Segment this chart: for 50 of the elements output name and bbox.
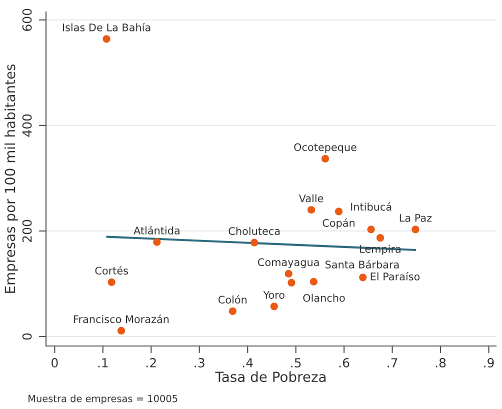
annotation: Ocotepeque — [294, 143, 356, 154]
point — [153, 238, 161, 246]
point — [102, 35, 110, 43]
point — [284, 270, 292, 278]
y-tick-label: 0 — [22, 333, 32, 340]
x-tick-label: .9 — [484, 358, 494, 368]
point — [376, 234, 384, 242]
x-tick-label: .8 — [436, 358, 446, 368]
point — [307, 206, 316, 214]
annotation: Cortés — [95, 266, 128, 275]
annotation: Olancho — [303, 294, 345, 302]
point — [228, 307, 236, 315]
x-tick-label: .7 — [388, 358, 398, 368]
y-tick-label: 400 — [22, 114, 32, 137]
annotation: La Paz — [400, 214, 432, 222]
annotation: Copán — [322, 218, 354, 229]
point — [412, 226, 420, 234]
x-tick-label: .2 — [146, 358, 156, 368]
x-tick-label: .3 — [194, 358, 204, 368]
annotation: Choluteca — [228, 226, 280, 236]
text: Muestra de empresas = 10005 — [28, 394, 178, 404]
point — [108, 278, 116, 286]
point — [117, 326, 126, 334]
annotation: Francisco Morazán — [74, 314, 169, 324]
annotation: El Paraíso — [370, 272, 420, 280]
point — [288, 278, 296, 286]
x-tick-label: .5 — [291, 358, 301, 368]
y-tick-label: 600 — [22, 8, 32, 31]
point — [310, 278, 318, 286]
x-axis-title: Tasa de Pobreza — [215, 371, 326, 382]
annotation: Islas De La Bahía — [62, 22, 150, 32]
point — [359, 274, 367, 282]
y-axis-title: Empresas por 100 mil habitantes — [4, 64, 18, 293]
annotation: Yoro — [263, 291, 284, 299]
x-tick-label: .1 — [98, 358, 108, 368]
point — [367, 226, 375, 234]
point — [250, 238, 258, 246]
x-tick-label: .6 — [339, 358, 350, 368]
point — [270, 302, 278, 310]
y-tick-label: 200 — [22, 220, 32, 242]
annotation: Intibucá — [351, 202, 392, 211]
annotation: Atlántida — [134, 226, 180, 234]
annotation: Colón — [218, 295, 247, 304]
point — [321, 154, 330, 162]
point — [334, 208, 343, 216]
annotation: Comayagua — [258, 258, 319, 268]
annotation: Santa Bárbara — [325, 260, 399, 268]
x-tick-label: .4 — [242, 358, 253, 368]
annotation: Valle — [298, 194, 324, 202]
x-tick-label: 0 — [52, 358, 58, 368]
